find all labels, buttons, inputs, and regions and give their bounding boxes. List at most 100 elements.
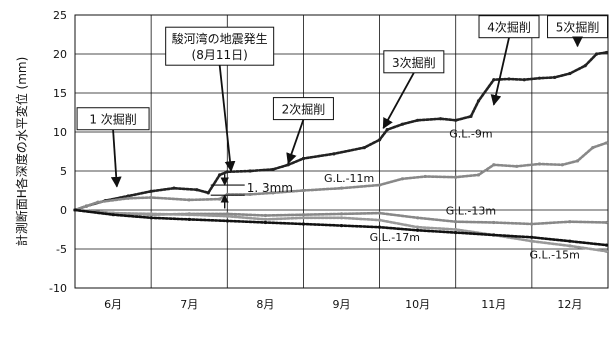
- y-axis-label: 計測断面H各深度の水平変位 (mm): [14, 57, 29, 247]
- data-point-G.L.-11m: [515, 164, 519, 168]
- data-point-G.L.-9m: [385, 128, 389, 132]
- data-point-G.L.-11m: [604, 141, 609, 145]
- data-point-G.L.-13m: [263, 213, 267, 218]
- data-point-G.L.-15m: [263, 217, 267, 221]
- data-point-G.L.-9m: [301, 156, 306, 161]
- data-point-G.L.-9m: [568, 71, 572, 76]
- data-point-G.L.-17m: [111, 213, 115, 217]
- data-point-G.L.-13m: [530, 222, 534, 226]
- annotation-text: 1. 3mm: [247, 181, 293, 195]
- data-point-G.L.-13m: [568, 220, 572, 224]
- data-point-G.L.-9m: [476, 99, 481, 103]
- data-point-G.L.-9m: [248, 169, 252, 173]
- data-point-G.L.-13m: [301, 213, 306, 217]
- data-point-G.L.-13m: [492, 220, 496, 225]
- data-point-G.L.-17m: [530, 235, 534, 239]
- series-label: G.L.-15m: [530, 248, 580, 261]
- data-point-G.L.-17m: [301, 222, 306, 226]
- data-point-G.L.-17m: [339, 224, 344, 228]
- data-point-G.L.-17m: [263, 220, 267, 225]
- data-point-G.L.-9m: [522, 78, 526, 82]
- data-point-G.L.-9m: [225, 170, 229, 174]
- data-point-G.L.-11m: [423, 174, 427, 179]
- annotation-arrow: [218, 65, 236, 173]
- data-point-G.L.-9m: [206, 191, 210, 195]
- data-point-G.L.-17m: [73, 208, 77, 212]
- data-point-G.L.-9m: [377, 138, 382, 142]
- data-point-G.L.-15m: [301, 216, 306, 220]
- y-tick-label: 0: [60, 204, 67, 217]
- data-point-G.L.-17m: [149, 216, 153, 220]
- data-point-G.L.-15m: [568, 244, 572, 248]
- data-point-G.L.-15m: [416, 225, 420, 229]
- data-point-G.L.-9m: [454, 118, 458, 122]
- data-point-G.L.-11m: [149, 195, 153, 200]
- annotation-text: 3次掘削: [392, 55, 436, 70]
- data-point-G.L.-11m: [400, 177, 405, 181]
- data-point-G.L.-15m: [187, 213, 191, 217]
- data-point-G.L.-13m: [225, 212, 229, 216]
- data-point-G.L.-15m: [604, 249, 609, 253]
- y-tick-label: -10: [49, 282, 67, 295]
- y-tick-label: 25: [53, 9, 67, 22]
- data-point-G.L.-11m: [248, 192, 252, 196]
- data-point-G.L.-11m: [591, 146, 595, 150]
- data-point-G.L.-11m: [377, 183, 382, 187]
- x-tick-label: 11月: [481, 298, 506, 311]
- data-point-G.L.-11m: [271, 191, 275, 195]
- y-tick-label: 10: [53, 126, 67, 139]
- data-point-G.L.-13m: [454, 220, 458, 224]
- x-tick-label: 6月: [104, 298, 122, 311]
- data-point-G.L.-15m: [149, 212, 153, 216]
- data-point-G.L.-9m: [172, 186, 176, 190]
- annotation-arrow: [286, 119, 305, 165]
- series-label: G.L.-9m: [449, 127, 492, 140]
- y-tick-label: 15: [53, 87, 67, 100]
- x-tick-label: 7月: [180, 298, 198, 311]
- data-point-G.L.-17m: [416, 228, 420, 232]
- series-line-G.L.-9m: [73, 51, 608, 212]
- data-point-G.L.-9m: [286, 163, 290, 167]
- series-label: G.L.-17m: [370, 231, 420, 244]
- x-tick-label: 8月: [256, 298, 274, 311]
- data-point-G.L.-15m: [377, 218, 382, 222]
- data-point-G.L.-9m: [594, 52, 599, 56]
- annotation-text: 2次掘削: [282, 102, 326, 117]
- data-point-G.L.-15m: [225, 214, 229, 218]
- series-line-G.L.-15m: [73, 208, 608, 253]
- x-tick-label: 12月: [557, 298, 582, 311]
- data-point-G.L.-17m: [377, 225, 382, 229]
- data-point-G.L.-17m: [568, 239, 572, 243]
- data-point-G.L.-9m: [537, 76, 542, 80]
- x-tick-label: 9月: [333, 298, 351, 311]
- data-point-G.L.-13m: [604, 220, 609, 225]
- annotation-text: 5次掘削: [556, 20, 600, 35]
- data-point-G.L.-9m: [218, 173, 222, 177]
- data-point-G.L.-13m: [377, 211, 382, 215]
- data-point-G.L.-9m: [416, 118, 420, 122]
- series-label: G.L.-11m: [324, 172, 374, 185]
- annotation-text: 4次掘削: [487, 20, 531, 35]
- data-point-G.L.-11m: [301, 188, 306, 193]
- y-tick-label: 20: [53, 48, 67, 61]
- data-point-G.L.-13m: [416, 216, 420, 220]
- data-point-G.L.-13m: [339, 212, 344, 216]
- data-point-G.L.-11m: [339, 186, 344, 190]
- data-point-G.L.-17m: [454, 231, 458, 235]
- data-point-G.L.-11m: [454, 175, 458, 179]
- data-point-G.L.-11m: [537, 162, 542, 166]
- annotation-text: (8月11日): [192, 48, 248, 62]
- data-point-G.L.-15m: [530, 239, 534, 243]
- data-point-G.L.-9m: [149, 189, 153, 193]
- annotation-arrow: [490, 37, 510, 106]
- data-point-G.L.-9m: [195, 188, 199, 192]
- data-point-G.L.-9m: [126, 194, 130, 198]
- data-point-G.L.-11m: [126, 196, 130, 200]
- data-point-G.L.-9m: [492, 78, 496, 82]
- data-point-G.L.-11m: [187, 198, 191, 202]
- data-point-G.L.-11m: [560, 163, 564, 167]
- annotation-text: 1 次掘削: [89, 112, 136, 127]
- y-tick-label: -5: [56, 243, 67, 256]
- data-point-G.L.-9m: [400, 122, 405, 126]
